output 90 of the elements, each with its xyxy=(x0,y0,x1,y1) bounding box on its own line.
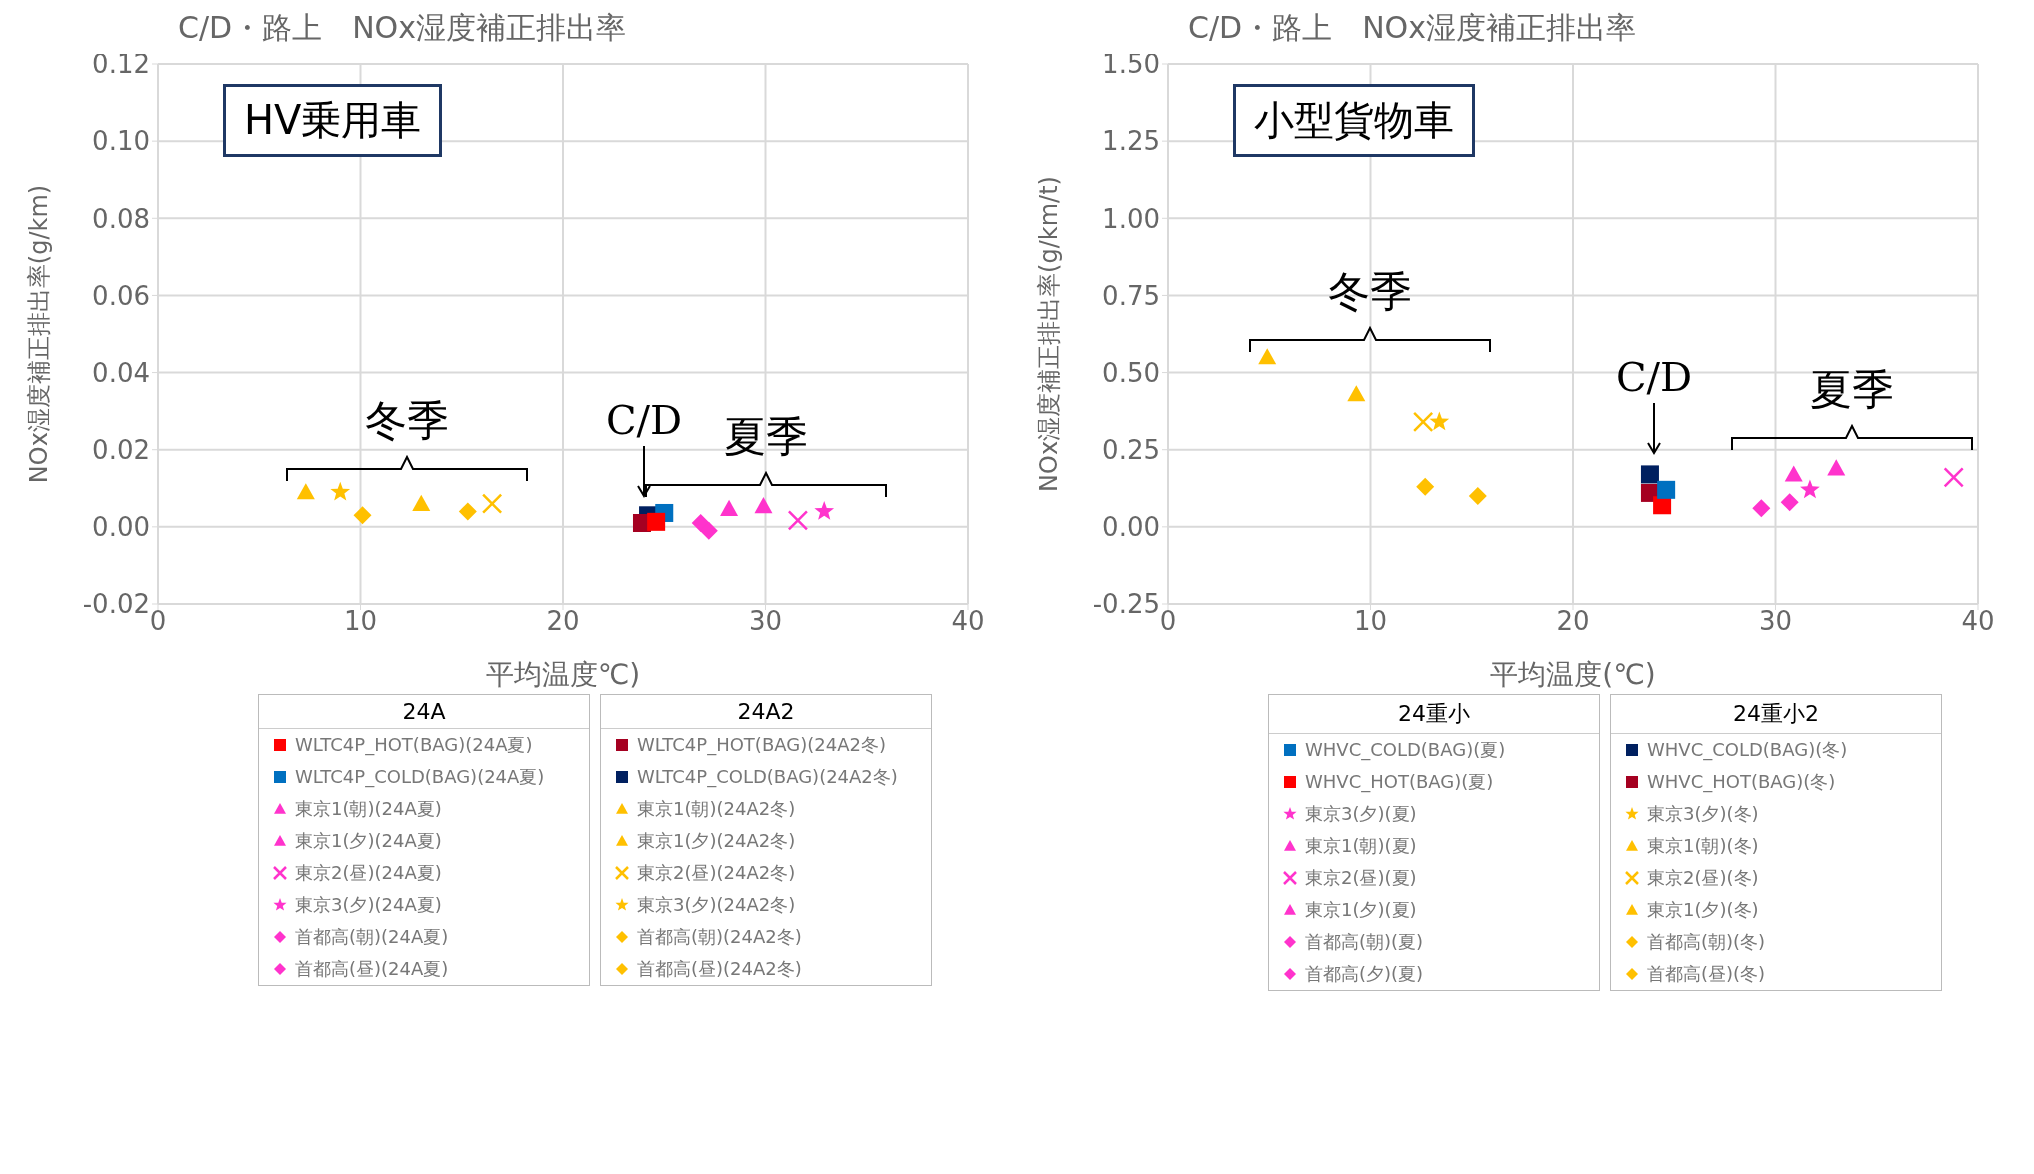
text: 24A xyxy=(259,695,589,729)
point xyxy=(1258,348,1277,365)
legend-label: 東京3(夕)(24A夏) xyxy=(295,893,442,917)
x-axis-title: 平均温度(℃) xyxy=(1490,658,1656,691)
legend-label: WHVC_COLD(BAG)(夏) xyxy=(1305,738,1506,762)
legend-label: 東京1(夕)(冬) xyxy=(1647,898,1759,922)
y-tick-label: 0.02 xyxy=(92,434,150,465)
text: 24重小 xyxy=(1269,695,1599,734)
annotation: 冬季 xyxy=(1328,267,1412,316)
legend-label: 東京3(夕)(夏) xyxy=(1305,802,1417,826)
legend-label: WLTC4P_HOT(BAG)(24A2冬) xyxy=(637,733,886,757)
point xyxy=(1657,480,1676,499)
legend-label: 東京1(朝)(冬) xyxy=(1647,834,1759,858)
legend-label: 首都高(朝)(冬) xyxy=(1647,930,1766,954)
legend-label: 東京1(朝)(24A2冬) xyxy=(637,797,796,821)
y-tick-label: 0.08 xyxy=(92,203,150,234)
annotation: 夏季 xyxy=(1810,365,1894,414)
legend-label: WLTC4P_HOT(BAG)(24A夏) xyxy=(295,733,533,757)
chart-title: C/D・路上 NOx湿度補正排出率 xyxy=(1188,9,1637,47)
annotation: C/D xyxy=(1615,354,1693,400)
legend-label: 東京2(昼)(24A2冬) xyxy=(637,861,796,885)
y-axis-title: NOx湿度補正排出率(g/km) xyxy=(24,184,53,484)
legend-label: WHVC_HOT(BAG)(夏) xyxy=(1305,770,1494,794)
y-tick-label: 0.10 xyxy=(92,126,150,157)
point xyxy=(1780,493,1799,512)
point xyxy=(1784,465,1803,482)
legend-label: 東京1(朝)(夏) xyxy=(1305,834,1417,858)
chart-title: C/D・路上 NOx湿度補正排出率 xyxy=(178,9,627,47)
x-tick-label: 20 xyxy=(1556,606,1590,637)
x-tick-label: 40 xyxy=(1961,606,1995,637)
annotation: HV乗用車 xyxy=(223,84,443,157)
legend-label: WLTC4P_COLD(BAG)(24A2冬) xyxy=(637,765,898,789)
legend-label: 首都高(昼)(冬) xyxy=(1647,962,1766,986)
x-axis-title: 平均温度℃) xyxy=(485,658,641,691)
point xyxy=(1347,385,1366,402)
legend-label: 首都高(夕)(夏) xyxy=(1305,962,1424,986)
y-tick-label: 0.75 xyxy=(1102,280,1160,311)
x-tick-label: 0 xyxy=(149,606,167,637)
legend-label: 東京1(夕)(夏) xyxy=(1305,898,1417,922)
legend-label: 東京3(夕)(24A2冬) xyxy=(637,893,796,917)
point xyxy=(1943,467,1964,488)
x-tick-label: 0 xyxy=(1159,606,1177,637)
text: 24A2 xyxy=(601,695,931,729)
x-tick-label: 20 xyxy=(546,606,580,637)
y-tick-label: -0.25 xyxy=(1092,589,1160,620)
y-tick-label: 1.50 xyxy=(1102,49,1160,80)
y-tick-label: 1.00 xyxy=(1102,203,1160,234)
y-tick-label: 0.00 xyxy=(1102,512,1160,543)
legend-label: 東京2(昼)(冬) xyxy=(1647,866,1759,890)
legend-label: WHVC_COLD(BAG)(冬) xyxy=(1647,738,1848,762)
point xyxy=(1416,477,1435,496)
annotation: 冬季 xyxy=(365,396,449,445)
point xyxy=(1412,411,1434,433)
legend-label: 首都高(朝)(24A夏) xyxy=(295,925,449,949)
y-tick-label: 0.04 xyxy=(92,357,150,388)
point xyxy=(1752,499,1771,518)
legend-label: 首都高(昼)(24A2冬) xyxy=(637,957,802,981)
y-tick-label: 0.06 xyxy=(92,280,150,311)
point xyxy=(1800,479,1820,499)
legend-label: 首都高(朝)(24A2冬) xyxy=(637,925,802,949)
legend-label: 東京2(昼)(24A夏) xyxy=(295,861,442,885)
x-tick-label: 10 xyxy=(1353,606,1388,637)
text: 24重小2 xyxy=(1611,695,1941,734)
annotation: C/D xyxy=(605,397,683,443)
legend-label: 東京1(夕)(24A2冬) xyxy=(637,829,796,853)
legend-label: 東京2(昼)(夏) xyxy=(1305,866,1417,890)
legend-label: WLTC4P_COLD(BAG)(24A夏) xyxy=(295,765,545,789)
annotation: 小型貨物車 xyxy=(1233,84,1475,157)
legend-label: 首都高(朝)(夏) xyxy=(1305,930,1424,954)
legend-label: 東京3(夕)(冬) xyxy=(1647,802,1759,826)
x-tick-label: 40 xyxy=(951,606,985,637)
point xyxy=(1640,465,1659,484)
x-tick-label: 30 xyxy=(1758,606,1793,637)
y-tick-label: 0.25 xyxy=(1102,434,1160,465)
y-tick-label: 0.12 xyxy=(92,49,150,80)
point xyxy=(1827,459,1846,476)
legend-label: WHVC_HOT(BAG)(冬) xyxy=(1647,770,1836,794)
legend-label: 首都高(昼)(24A夏) xyxy=(295,957,449,981)
y-tick-label: 0.50 xyxy=(1102,357,1160,388)
annotation: 夏季 xyxy=(724,412,808,461)
legend-label: 東京1(朝)(24A夏) xyxy=(295,797,442,821)
y-axis-title: NOx湿度補正排出率(g/km/t) xyxy=(1034,176,1063,492)
y-tick-label: -0.02 xyxy=(82,589,150,620)
point xyxy=(1468,487,1487,505)
point xyxy=(1429,411,1450,431)
y-tick-label: 0.00 xyxy=(92,512,150,543)
legend-label: 東京1(夕)(24A夏) xyxy=(295,829,442,853)
x-tick-label: 10 xyxy=(343,606,378,637)
x-tick-label: 30 xyxy=(748,606,783,637)
y-tick-label: 1.25 xyxy=(1102,126,1160,157)
